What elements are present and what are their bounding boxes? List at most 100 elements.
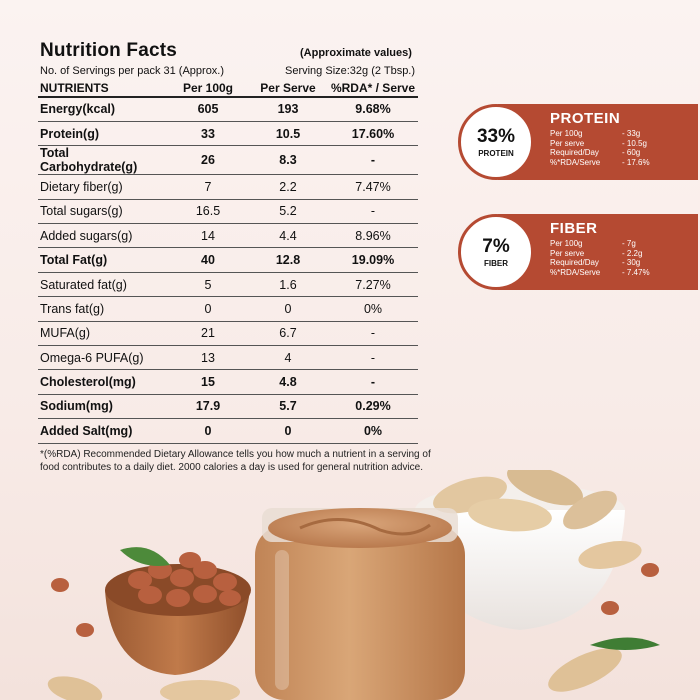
nutrient-name: Dietary fiber(g)	[38, 174, 168, 200]
table-row: Added sugars(g) 14 4.4 8.96%	[38, 223, 418, 249]
table-row: Trans fat(g) 0 0 0%	[38, 296, 418, 322]
row-value: - 33g	[622, 129, 641, 138]
row-key: Per serve	[550, 138, 585, 148]
protein-row: %*RDA/Serve - 17.6%	[550, 158, 698, 168]
per-100g-value: 26	[168, 145, 248, 176]
per-serve-value: 2.2	[248, 174, 328, 200]
row-key: Required/Day	[550, 148, 599, 157]
per-100g-value: 5	[168, 272, 248, 298]
table-row: MUFA(g) 21 6.7-	[38, 321, 418, 347]
protein-percent: 33%	[476, 125, 516, 147]
rda-value: -	[328, 199, 418, 225]
protein-heading: PROTEIN	[550, 110, 621, 127]
per-100g-value: 16.5	[168, 199, 248, 225]
scattered-peanuts	[47, 541, 660, 700]
row-value: - 10.5g	[622, 138, 647, 148]
per-100g-value: 13	[168, 345, 248, 371]
fiber-circle-label: FIBER	[484, 258, 508, 268]
row-value: - 60g	[622, 148, 641, 157]
page-title: Nutrition Facts	[40, 40, 178, 61]
column-header: Per 100g	[168, 80, 248, 98]
per-100g-value: 33	[168, 121, 248, 147]
serving-size: Serving Size:32g (2 Tbsp.)	[285, 65, 416, 77]
rda-value: 8.96%	[328, 223, 418, 249]
row-value: - 7.47%	[622, 267, 650, 277]
protein-circle-label: PROTEIN	[478, 148, 514, 158]
nutrient-name: Protein(g)	[38, 121, 168, 147]
per-100g-value: 7	[168, 174, 248, 200]
fiber-percent: 7%	[482, 235, 510, 257]
row-key: Per 100g	[550, 129, 583, 138]
protein-row: Per 100g - 33g	[550, 129, 698, 139]
product-photo	[47, 470, 660, 700]
per-serve-value: 4.4	[248, 223, 328, 249]
table-row: Sodium(mg) 17.9 5.7 0.29%	[38, 394, 418, 420]
rda-value: 0%	[328, 296, 418, 322]
per-100g-value: 0	[168, 296, 248, 322]
per-serve-value: 8.3	[248, 145, 328, 176]
fiber-row: Per serve - 2.2g	[550, 249, 698, 259]
rda-value: -	[328, 369, 418, 395]
per-100g-value: 15	[168, 369, 248, 395]
row-key: Per serve	[550, 248, 585, 258]
fiber-heading: FIBER	[550, 220, 598, 237]
rda-value: 7.27%	[328, 272, 418, 298]
peanut-bowl	[415, 470, 625, 630]
protein-badge: PROTEIN Per 100g - 33g Per serve - 10.5g R…	[458, 104, 698, 180]
nutrition-table: NUTRIENTS Per 100g Per Serve %RDA* / Ser…	[38, 80, 418, 444]
per-serve-value: 5.7	[248, 394, 328, 420]
rda-value: 0%	[328, 418, 418, 444]
rda-value: 17.60%	[328, 121, 418, 147]
fiber-badge: FIBER Per 100g - 7g Per serve - 2.2g Requi…	[458, 214, 698, 290]
column-header: %RDA* / Serve	[328, 80, 418, 98]
per-serve-value: 4	[248, 345, 328, 371]
table-row: Total sugars(g) 16.5 5.2-	[38, 199, 418, 225]
per-serve-value: 10.5	[248, 121, 328, 147]
nutrient-name: Omega-6 PUFA(g)	[38, 345, 168, 371]
per-100g-value: 14	[168, 223, 248, 249]
fiber-row: %*RDA/Serve - 7.47%	[550, 268, 698, 278]
rda-value: -	[328, 145, 418, 176]
table-row: Added Salt(mg) 0 0 0%	[38, 418, 418, 444]
protein-percent-circle: 33% PROTEIN	[458, 104, 534, 180]
nutrient-name: MUFA(g)	[38, 321, 168, 347]
rda-value: 0.29%	[328, 394, 418, 420]
nutrient-name: Added sugars(g)	[38, 223, 168, 249]
nutrient-name: Total Carbohydrate(g)	[38, 145, 168, 176]
column-header: NUTRIENTS	[38, 80, 168, 98]
approximate-note: (Approximate values)	[300, 47, 412, 59]
per-serve-value: 6.7	[248, 321, 328, 347]
fiber-percent-circle: 7% FIBER	[458, 214, 534, 290]
table-row: Dietary fiber(g) 7 2.2 7.47%	[38, 174, 418, 200]
per-100g-value: 0	[168, 418, 248, 444]
per-serve-value: 1.6	[248, 272, 328, 298]
table-row: Cholesterol(mg) 15 4.8-	[38, 369, 418, 395]
servings-per-pack: No. of Servings per pack 31 (Approx.)	[40, 65, 225, 77]
per-serve-value: 5.2	[248, 199, 328, 225]
row-value: - 7g	[622, 239, 636, 248]
table-row: Total Carbohydrate(g) 26 8.3-	[38, 145, 418, 176]
per-100g-value: 17.9	[168, 394, 248, 420]
table-row: Protein(g) 33 10.5 17.60%	[38, 121, 418, 147]
rda-footnote: *(%RDA) Recommended Dietary Allowance te…	[40, 449, 431, 473]
row-key: Required/Day	[550, 258, 599, 267]
per-serve-value: 0	[248, 296, 328, 322]
rda-value: -	[328, 321, 418, 347]
rda-value: 7.47%	[328, 174, 418, 200]
table-row: Energy(kcal) 605 193 9.68%	[38, 97, 418, 122]
nutrient-name: Total sugars(g)	[38, 199, 168, 225]
per-serve-value: 0	[248, 418, 328, 444]
row-key: %*RDA/Serve	[550, 267, 601, 277]
per-100g-value: 605	[168, 97, 248, 122]
row-key: %*RDA/Serve	[550, 157, 601, 167]
row-value: - 2.2g	[622, 248, 643, 258]
rda-value: 9.68%	[328, 97, 418, 122]
per-serve-value: 12.8	[248, 247, 328, 273]
nutrient-name: Cholesterol(mg)	[38, 369, 168, 395]
per-serve-value: 4.8	[248, 369, 328, 395]
column-header: Per Serve	[248, 80, 328, 98]
protein-row: Per serve - 10.5g	[550, 139, 698, 149]
fiber-row: Required/Day - 30g	[550, 258, 698, 268]
rda-value: 19.09%	[328, 247, 418, 273]
fiber-row: Per 100g - 7g	[550, 239, 698, 249]
